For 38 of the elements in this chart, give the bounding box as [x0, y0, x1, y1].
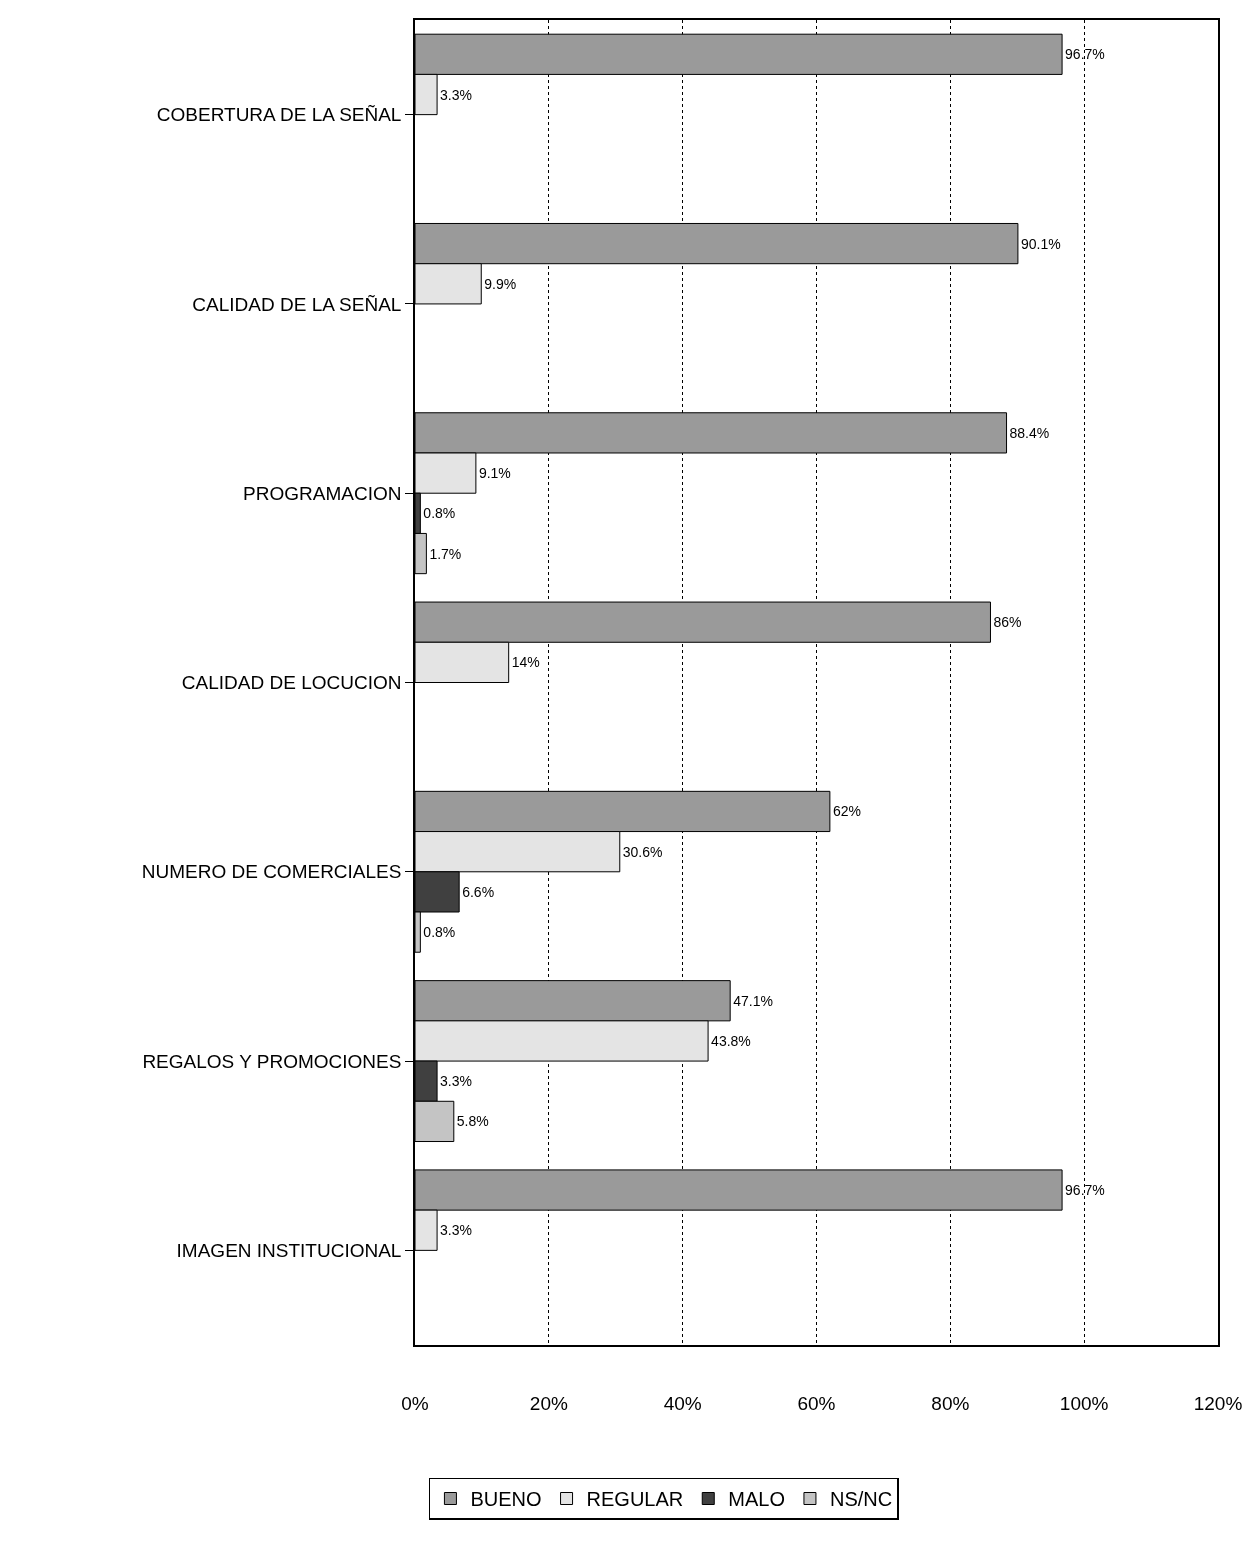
data-label: 43.8%: [711, 1032, 751, 1049]
legend-label: MALO: [728, 1488, 785, 1511]
data-label: 0.8%: [423, 505, 456, 522]
data-label: 62%: [832, 803, 861, 820]
data-label: 88.4%: [1009, 424, 1050, 441]
data-label: 96.7%: [1065, 46, 1105, 63]
data-label: 5.8%: [456, 1113, 489, 1130]
data-label: 6.6%: [462, 883, 495, 900]
x-tick-label: 100%: [1059, 1392, 1109, 1414]
data-label: 14%: [511, 654, 540, 671]
data-label: 96.7%: [1065, 1182, 1105, 1199]
x-tick-label: 120%: [1193, 1392, 1243, 1414]
data-label: 9.1%: [478, 465, 511, 482]
y-tick-label: CALIDAD DE LA SEÑAL: [192, 293, 402, 315]
x-tick-label: 20%: [529, 1392, 568, 1414]
data-label: 9.9%: [484, 275, 517, 292]
y-tick-label: COBERTURA DE LA SEÑAL: [156, 104, 402, 126]
legend-label: REGULAR: [586, 1488, 684, 1511]
data-label: 0.8%: [423, 924, 456, 941]
data-label: 90.1%: [1020, 235, 1061, 252]
x-tick-label: 40%: [663, 1392, 702, 1414]
data-label: 3.3%: [440, 86, 472, 103]
legend-label: BUENO: [470, 1488, 542, 1511]
x-tick-label: 0%: [401, 1392, 429, 1414]
y-tick-label: IMAGEN INSTITUCIONAL: [176, 1240, 402, 1262]
y-tick-label: NUMERO DE COMERCIALES: [141, 861, 402, 883]
data-label: 3.3%: [440, 1222, 472, 1239]
y-tick-label: PROGRAMACION: [243, 482, 402, 504]
data-label: 1.7%: [429, 545, 462, 562]
data-label: 47.1%: [733, 992, 773, 1009]
data-label: 86%: [993, 614, 1022, 631]
legend-label: NS/NC: [829, 1488, 893, 1511]
y-tick-label: CALIDAD DE LOCUCION: [181, 672, 402, 694]
y-tick-label: REGALOS Y PROMOCIONES: [142, 1050, 402, 1072]
data-label: 3.3%: [440, 1073, 472, 1090]
x-tick-label: 60%: [797, 1392, 836, 1414]
data-label: 30.6%: [622, 843, 663, 860]
x-tick-label: 80%: [931, 1392, 970, 1414]
